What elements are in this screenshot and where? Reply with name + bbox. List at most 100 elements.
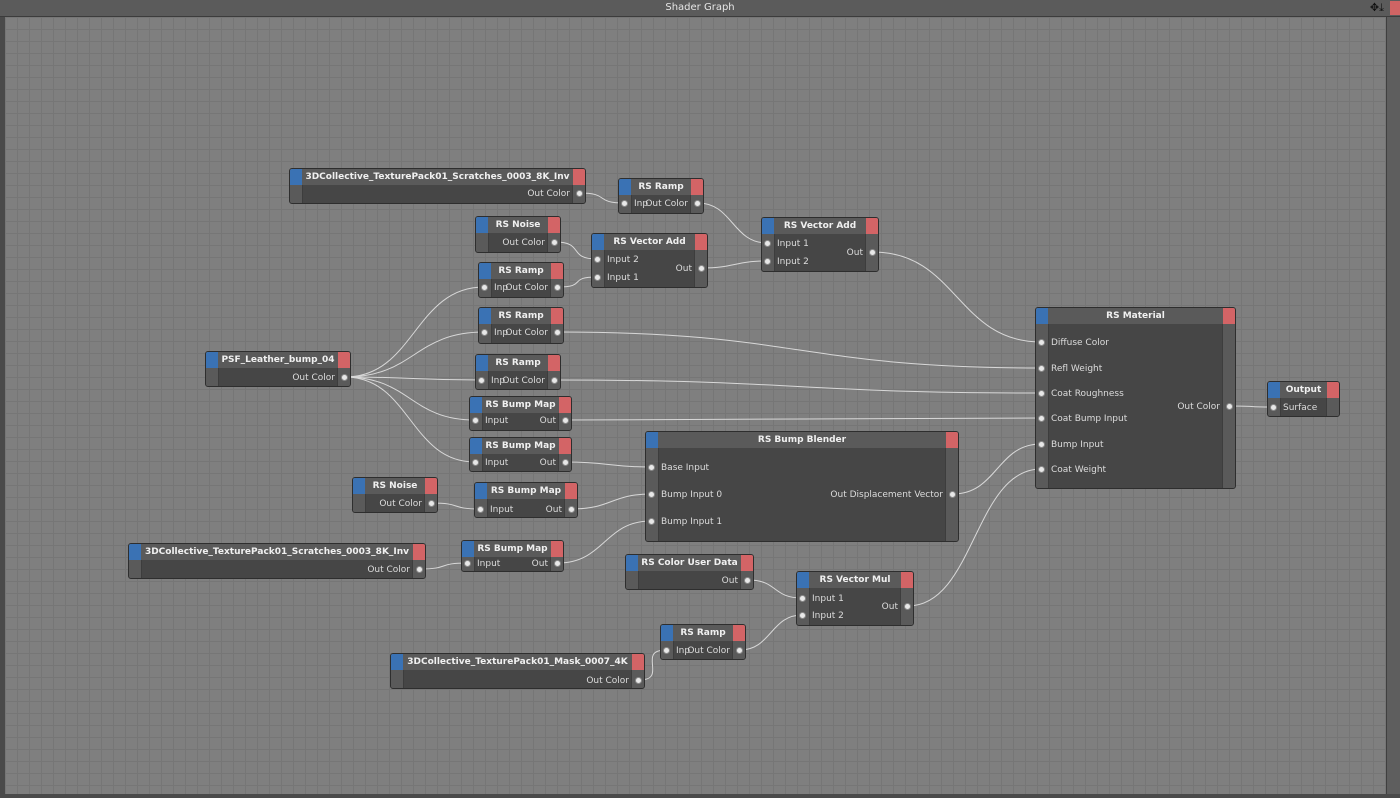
- input-port[interactable]: [472, 417, 479, 424]
- node-title[interactable]: RS Material: [1036, 308, 1235, 324]
- input-port[interactable]: [1038, 441, 1045, 448]
- node-title[interactable]: 3DCollective_TexturePack01_Scratches_000…: [129, 544, 425, 560]
- node-noise2[interactable]: RS Noise Out Color: [352, 477, 438, 513]
- input-cap[interactable]: [470, 438, 482, 454]
- output-cap[interactable]: [1223, 308, 1235, 324]
- node-title[interactable]: RS Bump Map: [470, 438, 571, 454]
- output-cap[interactable]: [338, 352, 350, 368]
- input-cap[interactable]: [206, 352, 218, 368]
- output-cap[interactable]: [741, 555, 753, 571]
- output-cap[interactable]: [946, 432, 958, 448]
- input-port[interactable]: [648, 464, 655, 471]
- output-port[interactable]: [869, 249, 876, 256]
- output-cap[interactable]: [695, 234, 707, 250]
- node-ramp1[interactable]: RS Ramp Inp Out Color: [618, 178, 704, 214]
- input-cap[interactable]: [476, 217, 488, 233]
- input-port[interactable]: [799, 595, 806, 602]
- input-port[interactable]: [1038, 390, 1045, 397]
- output-port[interactable]: [736, 647, 743, 654]
- node-title[interactable]: RS Color User Data: [626, 555, 753, 571]
- node-bump4[interactable]: RS Bump Map Input Out: [461, 540, 564, 572]
- input-port[interactable]: [621, 200, 628, 207]
- input-cap[interactable]: [592, 234, 604, 250]
- input-port[interactable]: [663, 647, 670, 654]
- output-cap[interactable]: [691, 179, 703, 195]
- node-ramp2[interactable]: RS Ramp Inp Out Color: [478, 262, 564, 298]
- output-cap[interactable]: [632, 654, 644, 670]
- output-port[interactable]: [562, 459, 569, 466]
- input-port[interactable]: [799, 612, 806, 619]
- node-ramp3[interactable]: RS Ramp Inp Out Color: [478, 307, 564, 344]
- input-cap[interactable]: [290, 169, 302, 185]
- input-cap[interactable]: [797, 572, 809, 588]
- output-cap[interactable]: [551, 308, 563, 324]
- node-tex2[interactable]: 3DCollective_TexturePack01_Scratches_000…: [128, 543, 426, 579]
- output-port[interactable]: [698, 265, 705, 272]
- output-cap[interactable]: [551, 541, 563, 557]
- output-cap[interactable]: [573, 169, 585, 185]
- input-port[interactable]: [1038, 466, 1045, 473]
- output-port[interactable]: [551, 377, 558, 384]
- output-cap[interactable]: [1327, 382, 1339, 398]
- input-cap[interactable]: [762, 218, 774, 234]
- node-title[interactable]: RS Bump Map: [470, 397, 571, 413]
- node-vmul[interactable]: RS Vector Mul Input 1 Input 2 Out: [796, 571, 914, 626]
- input-cap[interactable]: [646, 432, 658, 448]
- input-port[interactable]: [1038, 339, 1045, 346]
- input-port[interactable]: [477, 506, 484, 513]
- node-tex1[interactable]: 3DCollective_TexturePack01_Scratches_000…: [289, 168, 586, 204]
- output-cap[interactable]: [559, 438, 571, 454]
- output-port[interactable]: [428, 500, 435, 507]
- node-coloruser[interactable]: RS Color User Data Out: [625, 554, 754, 590]
- output-port[interactable]: [416, 566, 423, 573]
- input-port[interactable]: [464, 560, 471, 567]
- node-vadd2[interactable]: RS Vector Add Input 1 Input 2 Out: [761, 217, 879, 272]
- node-ramp4[interactable]: RS Ramp Inp Out Color: [475, 354, 561, 390]
- output-cap[interactable]: [901, 572, 913, 588]
- node-title[interactable]: RS Bump Map: [475, 483, 577, 499]
- node-noise1[interactable]: RS Noise Out Color: [475, 216, 561, 253]
- node-title[interactable]: 3DCollective_TexturePack01_Scratches_000…: [290, 169, 585, 185]
- output-cap[interactable]: [548, 355, 560, 371]
- input-cap[interactable]: [1036, 308, 1048, 324]
- node-ramp5[interactable]: RS Ramp Inp Out Color: [660, 624, 746, 660]
- input-cap[interactable]: [1268, 382, 1280, 398]
- input-cap[interactable]: [462, 541, 474, 557]
- output-port[interactable]: [694, 200, 701, 207]
- input-cap[interactable]: [476, 355, 488, 371]
- node-tex3[interactable]: 3DCollective_TexturePack01_Mask_0007_4K O…: [390, 653, 645, 689]
- node-title[interactable]: RS Noise: [353, 478, 437, 494]
- node-bump3[interactable]: RS Bump Map Input Out: [474, 482, 578, 518]
- node-title[interactable]: RS Bump Map: [462, 541, 563, 557]
- input-cap[interactable]: [619, 179, 631, 195]
- close-corner[interactable]: [1390, 1, 1400, 15]
- input-port[interactable]: [481, 284, 488, 291]
- input-cap[interactable]: [470, 397, 482, 413]
- node-title[interactable]: PSF_Leather_bump_04: [206, 352, 350, 368]
- output-port[interactable]: [554, 560, 561, 567]
- input-port[interactable]: [481, 329, 488, 336]
- output-port[interactable]: [554, 284, 561, 291]
- node-title[interactable]: RS Ramp: [479, 308, 563, 324]
- node-title[interactable]: RS Vector Add: [762, 218, 878, 234]
- input-port[interactable]: [648, 518, 655, 525]
- output-cap[interactable]: [548, 217, 560, 233]
- input-cap[interactable]: [353, 478, 365, 494]
- output-port[interactable]: [341, 374, 348, 381]
- node-title[interactable]: RS Vector Add: [592, 234, 707, 250]
- input-port[interactable]: [594, 256, 601, 263]
- node-output[interactable]: Output Surface: [1267, 381, 1340, 417]
- node-title[interactable]: RS Ramp: [479, 263, 563, 279]
- output-port[interactable]: [568, 506, 575, 513]
- output-port[interactable]: [554, 329, 561, 336]
- node-title[interactable]: RS Ramp: [661, 625, 745, 641]
- output-port[interactable]: [635, 677, 642, 684]
- input-cap[interactable]: [391, 654, 403, 670]
- output-cap[interactable]: [551, 263, 563, 279]
- output-port[interactable]: [576, 190, 583, 197]
- node-vadd1[interactable]: RS Vector Add Input 2 Input 1 Out: [591, 233, 708, 288]
- input-port[interactable]: [594, 274, 601, 281]
- input-port[interactable]: [1270, 404, 1277, 411]
- output-cap[interactable]: [559, 397, 571, 413]
- input-cap[interactable]: [129, 544, 141, 560]
